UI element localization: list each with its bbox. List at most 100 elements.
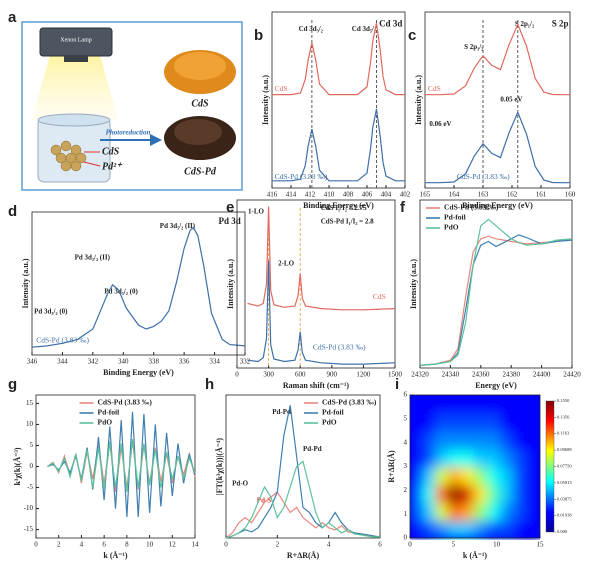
series-label: CdS <box>373 292 386 301</box>
heatmap-cell <box>487 411 502 432</box>
heatmap-cell <box>474 483 489 504</box>
series-line <box>272 108 405 182</box>
ion-label: Pd²⁺ <box>102 161 123 172</box>
heatmap-cell <box>487 395 502 414</box>
series-line <box>247 260 396 365</box>
annotation: 0.06 eV <box>429 120 451 128</box>
series-line <box>419 218 573 366</box>
annotation: Pd-Pd <box>272 408 291 416</box>
colorbar-label: 0.03875 <box>557 496 572 501</box>
heatmap-cell <box>474 447 489 468</box>
x-tick-label: 412 <box>305 191 316 199</box>
heatmap-cell <box>526 429 540 450</box>
x-tick-label: 336 <box>179 358 190 366</box>
y-tick-label: 3 <box>404 462 408 470</box>
series-line <box>425 22 570 96</box>
x-tick-label: 0 <box>34 541 38 549</box>
heatmap-cell <box>435 465 450 486</box>
series-label: CdS-Pd (3.83 ‰) <box>313 343 366 352</box>
x-tick-label: 414 <box>286 191 297 199</box>
y-tick-label: 5 <box>404 414 408 422</box>
heatmap-cell <box>513 447 528 468</box>
series-label: CdS <box>275 84 288 93</box>
x-tick-label: 332 <box>240 358 251 366</box>
y-axis-label: R+ΔR(Å) <box>387 450 396 483</box>
plot-frame <box>409 394 541 539</box>
panel-label: h <box>205 376 214 393</box>
heatmap-cell <box>448 395 463 414</box>
x-tick-label: 300 <box>263 371 274 379</box>
x-tick-label: 24400 <box>533 371 551 379</box>
series-line <box>419 235 573 366</box>
heatmap-cell <box>474 501 489 522</box>
x-tick-label: 165 <box>420 191 431 199</box>
x-tick-label: 410 <box>324 191 335 199</box>
x-axis-label: k (Å⁻¹) <box>103 551 128 560</box>
annotation: CdS-Pd I₁/I₂ = 2.8 <box>321 217 374 225</box>
heatmap-cell <box>500 519 515 539</box>
x-axis-label: Binding Energy (eV) <box>103 368 174 377</box>
x-axis-label: k (Å⁻¹) <box>463 551 488 560</box>
heatmap-cell <box>526 447 540 468</box>
x-tick-label: 24360 <box>472 371 490 379</box>
y-axis-label: Intensity (a.u.) <box>414 75 423 125</box>
heatmap-cell <box>448 447 463 468</box>
product-label: CdS <box>191 98 209 109</box>
colorbar-label: 0.01938 <box>557 513 572 518</box>
colorbar-label: 0.1550 <box>557 398 570 403</box>
heatmap-cell <box>487 429 502 450</box>
cds-pd-powder <box>174 119 222 145</box>
heatmap-cell <box>500 429 515 450</box>
heatmap-cell <box>474 411 489 432</box>
annotation: Pd 3d₃/₂ (II) <box>75 253 111 261</box>
panel-label: c <box>408 27 416 44</box>
heatmap-cell <box>410 411 424 432</box>
heatmap-cell <box>422 465 437 486</box>
heatmap-cell <box>500 411 515 432</box>
heatmap-cell <box>422 395 437 414</box>
heatmap-cell <box>461 447 476 468</box>
x-tick-label: 600 <box>295 371 306 379</box>
x-tick-label: 1500 <box>388 371 403 379</box>
x-tick-label: 0 <box>235 371 239 379</box>
heatmap-cell <box>410 519 424 539</box>
heatmap-cell <box>410 465 424 486</box>
colorbar-label: 0.1163 <box>557 431 570 436</box>
x-tick-label: 6 <box>102 541 106 549</box>
pointer <box>83 161 101 167</box>
panel-label: g <box>8 376 17 393</box>
x-tick-label: 900 <box>327 371 338 379</box>
heatmap-cell <box>526 395 540 414</box>
y-tick-label: 0 <box>30 462 34 470</box>
annotation: Pd-O <box>232 479 249 487</box>
heatmap-cells <box>410 395 540 539</box>
x-tick-label: 334 <box>209 358 220 366</box>
heatmap-cell <box>513 501 528 522</box>
y-tick-label: 2 <box>404 486 408 494</box>
series-label: CdS-Pd (3.83 ‰) <box>36 335 89 344</box>
annotation: CdS I₁/I₂ = 2.75 <box>321 204 367 212</box>
heatmap-cell <box>461 483 476 504</box>
particles <box>50 140 87 172</box>
panel-label: b <box>254 27 263 44</box>
x-axis-label: Binding Energy (eV) <box>462 201 533 210</box>
y-axis-label: Intensity (a.u.) <box>21 258 30 308</box>
y-tick-label: 0 <box>404 534 408 542</box>
colorbar <box>545 400 555 533</box>
x-tick-label: 1200 <box>356 371 371 379</box>
panel-title: Cd 3d <box>379 18 402 28</box>
panel-label: d <box>8 203 17 220</box>
panel-label: e <box>226 199 234 216</box>
x-tick-label: 160 <box>565 191 576 199</box>
heatmap-cell <box>513 519 528 539</box>
colorbar-label: 0.07750 <box>557 464 572 469</box>
x-tick-label: 161 <box>536 191 547 199</box>
heatmap-cell <box>513 483 528 504</box>
heatmap-cell <box>448 411 463 432</box>
y-tick-label: 10 <box>26 420 34 428</box>
x-tick-label: 24340 <box>442 371 460 379</box>
legend-label: Pd-foil <box>444 213 466 222</box>
heatmap-cell <box>500 395 515 414</box>
y-axis-label: |FT(k³χ(k))|(Å⁻⁴) <box>215 438 224 495</box>
